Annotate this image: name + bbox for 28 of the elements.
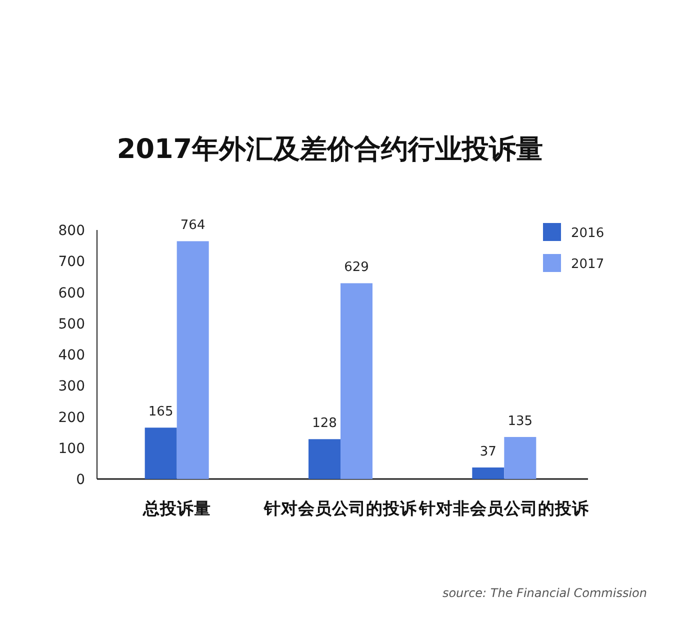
y-tick-label: 600 xyxy=(58,285,85,302)
y-tick-label: 0 xyxy=(76,472,85,488)
data-label: 135 xyxy=(508,414,533,429)
legend-label: 2016 xyxy=(571,226,604,241)
bar xyxy=(472,467,504,479)
bar xyxy=(340,283,372,479)
y-tick-label: 400 xyxy=(58,348,85,364)
data-label: 764 xyxy=(180,218,206,234)
y-tick-label: 500 xyxy=(58,316,85,332)
x-tick-label: 针对会员公司的投诉 xyxy=(263,499,418,518)
y-tick-label: 100 xyxy=(58,440,85,457)
legend-label: 2017 xyxy=(571,257,604,272)
bar xyxy=(308,439,340,479)
x-tick-label: 总投诉量 xyxy=(142,499,211,518)
chart-title: 2017年外汇及差价合约行业投诉量 xyxy=(116,134,544,165)
bar xyxy=(504,436,536,479)
bar xyxy=(144,428,177,479)
data-label: 165 xyxy=(148,404,174,420)
y-tick-label: 200 xyxy=(58,410,85,426)
bar xyxy=(176,241,209,479)
data-label: 37 xyxy=(480,444,496,460)
y-tick-label: 300 xyxy=(58,378,85,395)
x-tick-label: 针对非会员公司的投诉 xyxy=(418,499,590,518)
data-label: 128 xyxy=(312,416,337,432)
source-note: source: The Financial Commission xyxy=(442,586,647,600)
y-tick-label: 800 xyxy=(58,223,85,239)
data-label: 629 xyxy=(344,260,369,276)
y-tick-label: 700 xyxy=(58,254,85,270)
